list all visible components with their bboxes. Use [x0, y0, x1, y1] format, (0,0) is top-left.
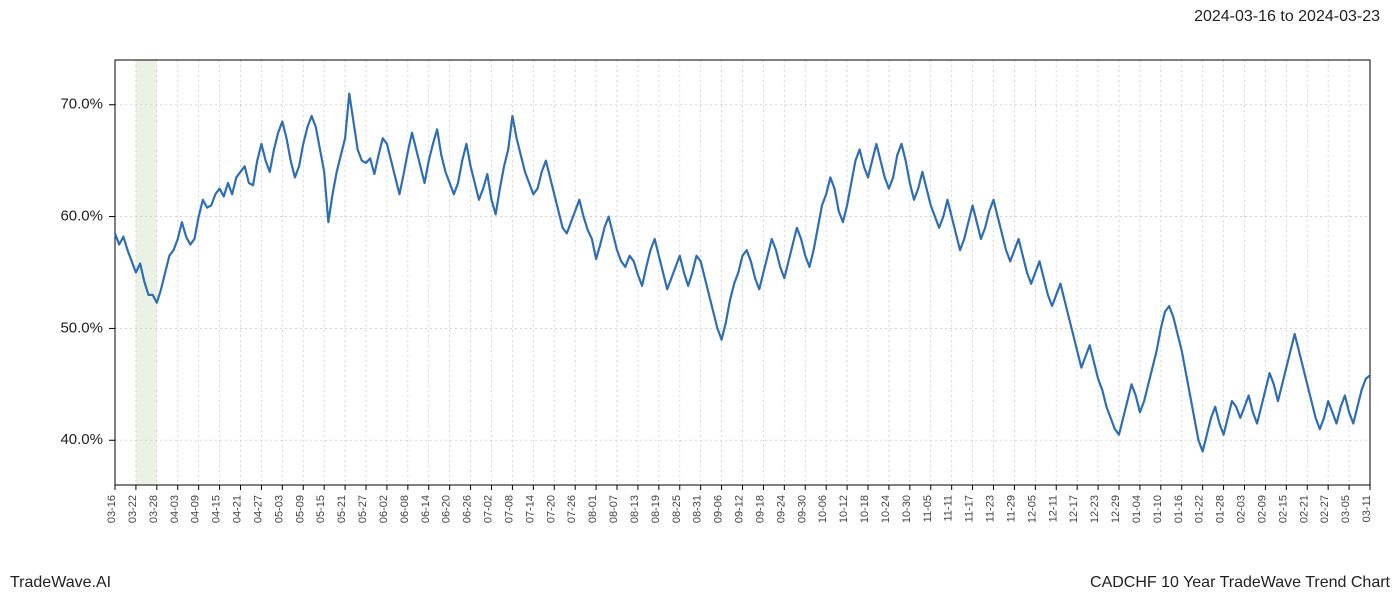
x-tick-label: 07-02 [483, 495, 495, 523]
highlight-band [136, 60, 157, 485]
x-tick-label: 11-05 [922, 495, 934, 522]
x-tick-label: 04-27 [252, 495, 264, 523]
x-tick-label: 12-11 [1047, 495, 1059, 522]
x-tick-label: 09-12 [734, 495, 746, 523]
x-tick-label: 06-02 [378, 495, 390, 523]
x-tick-label: 12-29 [1110, 495, 1122, 523]
x-tick-label: 11-17 [964, 495, 976, 522]
x-tick-label: 08-01 [587, 495, 599, 523]
x-tick-label: 05-21 [336, 495, 348, 523]
y-tick-label: 60.0% [60, 208, 103, 225]
line-chart: 40.0% 50.0% 60.0% 70.0% 03-16 03-22 03-28 04-03… [20, 40, 1380, 560]
y-tick-label: 40.0% [60, 431, 103, 448]
x-tick-label: 02-09 [1256, 495, 1268, 523]
x-tick-label: 05-09 [294, 495, 306, 523]
x-tick-label: 03-05 [1340, 495, 1352, 523]
x-tick-label: 08-13 [629, 495, 641, 523]
x-tick-label: 06-20 [441, 495, 453, 523]
date-range-label: 2024-03-16 to 2024-03-23 [1194, 8, 1380, 26]
x-tick-label: 04-21 [232, 495, 244, 523]
x-tick-label: 03-16 [106, 495, 118, 523]
x-tick-label: 03-28 [148, 495, 160, 523]
x-tick-label: 09-24 [775, 495, 787, 523]
x-tick-label: 10-24 [880, 495, 892, 523]
x-tick-label: 08-07 [608, 495, 620, 523]
x-tick-label: 11-23 [985, 495, 997, 522]
x-tick-label: 09-18 [754, 495, 766, 523]
x-tick-label: 01-16 [1173, 495, 1185, 523]
x-tick-label: 08-25 [671, 495, 683, 523]
x-tick-label: 03-22 [127, 495, 139, 523]
x-tick-label: 07-20 [545, 495, 557, 523]
x-tick-label: 06-08 [399, 495, 411, 523]
x-tick-label: 10-30 [901, 495, 913, 523]
x-tick-label: 07-26 [566, 495, 578, 523]
y-tick-label: 70.0% [60, 96, 103, 113]
x-tick-label: 11-11 [943, 495, 955, 522]
x-tick-label: 05-27 [357, 495, 369, 523]
y-tick-label: 50.0% [60, 319, 103, 336]
brand-label: TradeWave.AI [10, 574, 111, 592]
x-tick-label: 09-06 [713, 495, 725, 523]
x-tick-label: 04-09 [190, 495, 202, 523]
x-tick-label: 10-18 [859, 495, 871, 523]
x-tick-label: 07-08 [503, 495, 515, 523]
x-tick-label: 05-15 [315, 495, 327, 523]
x-tick-label: 01-22 [1194, 495, 1206, 523]
x-tick-label: 08-19 [650, 495, 662, 523]
x-tick-label: 06-14 [420, 495, 432, 523]
x-tick-label: 02-21 [1298, 495, 1310, 523]
x-tick-label: 08-31 [692, 495, 704, 523]
x-tick-label: 10-12 [838, 495, 850, 523]
x-tick-label: 07-14 [524, 495, 536, 523]
x-tick-label: 02-03 [1236, 495, 1248, 523]
chart-title: CADCHF 10 Year TradeWave Trend Chart [1090, 574, 1390, 592]
x-tick-label: 02-27 [1319, 495, 1331, 523]
x-tick-label: 03-11 [1361, 495, 1373, 522]
x-tick-label: 09-30 [796, 495, 808, 523]
x-tick-label: 01-04 [1131, 495, 1143, 523]
x-tick-label: 04-03 [169, 495, 181, 523]
x-tick-label: 02-15 [1277, 495, 1289, 523]
chart-container: 40.0% 50.0% 60.0% 70.0% 03-16 03-22 03-28 04-03… [20, 40, 1380, 560]
x-tick-label: 01-28 [1215, 495, 1227, 523]
x-tick-label: 05-03 [273, 495, 285, 523]
x-tick-label: 11-29 [1005, 495, 1017, 522]
x-tick-label: 04-15 [211, 495, 223, 523]
x-tick-label: 10-06 [817, 495, 829, 523]
x-tick-label: 12-23 [1089, 495, 1101, 523]
x-tick-label: 12-17 [1068, 495, 1080, 523]
x-tick-label: 12-05 [1026, 495, 1038, 523]
x-tick-label: 06-26 [462, 495, 474, 523]
x-tick-label: 01-10 [1152, 495, 1164, 523]
